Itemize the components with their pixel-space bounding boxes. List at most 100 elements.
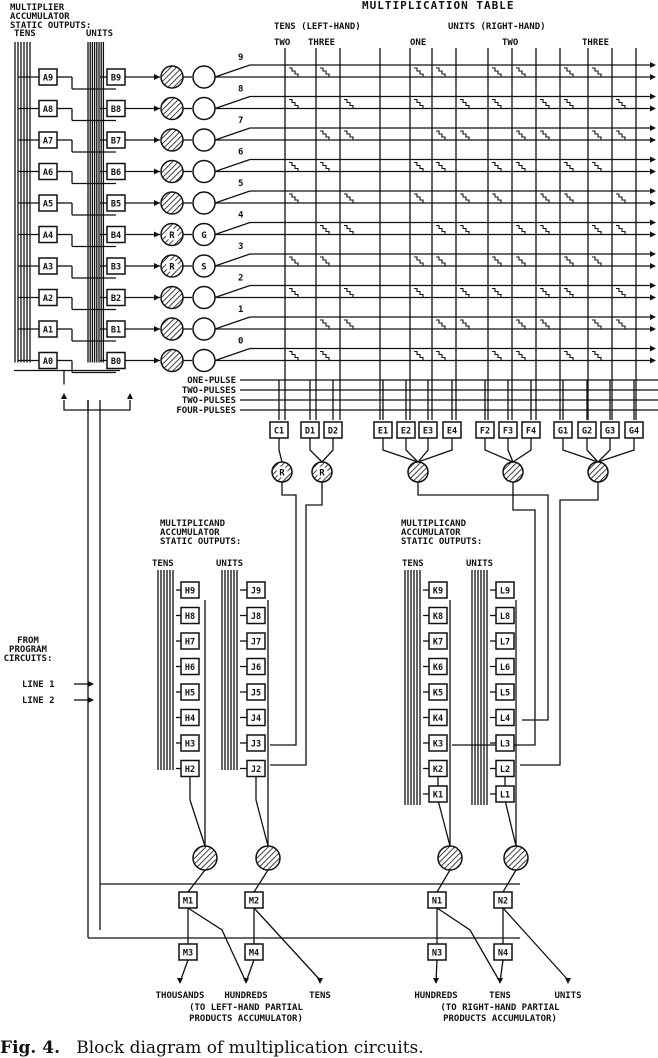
multiplier-gate-A0: A0	[38, 351, 58, 370]
left-output-0: THOUSANDS	[156, 991, 205, 1001]
mixer-circle-0-shape	[160, 348, 184, 373]
product-mixer-4-shape	[587, 461, 609, 483]
multiplier-gate-A9-box	[38, 68, 58, 86]
mixer-to-gate	[502, 869, 517, 893]
multiplicand-gate-L2-box	[495, 759, 515, 778]
multiplicand-gate-K2: K2	[428, 759, 448, 778]
mixer-circle-7-shape	[160, 128, 184, 152]
table-step-mark	[436, 67, 446, 77]
multiplier-gate-A2: A2	[38, 288, 58, 307]
multiplier-gate-A3-box	[38, 257, 58, 275]
multiplier-gate-B4-label: B4	[111, 231, 121, 241]
table-step-mark	[616, 319, 626, 329]
multiplicand-gate-H2-label: H2	[185, 765, 195, 775]
table-step-mark	[540, 224, 550, 235]
multiplicand-gate-H5-label: H5	[185, 689, 195, 699]
multiplier-gate-B9-label: B9	[111, 74, 121, 84]
multiplicand-gate-K7-box	[428, 632, 448, 650]
program-line-2: LINE 2	[22, 696, 55, 706]
gate-to-mixer	[507, 438, 514, 463]
multiplicand-gate-K4: K4	[428, 708, 448, 727]
mixer-circle-1	[160, 317, 184, 341]
table-step-mark	[616, 98, 626, 109]
multiplicand-gate-K8: K8	[428, 606, 448, 625]
pulse-gate-G1-box	[553, 421, 573, 439]
product-mixer-1: R	[311, 461, 333, 483]
multiplier-gate-A0-box	[38, 351, 58, 370]
table-row-arrow	[650, 200, 656, 206]
multiplier-gate-B8: B8	[106, 99, 126, 118]
table-step-mark	[592, 256, 602, 266]
feed-line	[270, 482, 297, 746]
multiplicand-gate-L3-label: L3	[500, 740, 510, 750]
pulse-gate-E4-box	[442, 421, 462, 439]
table-row-arrow	[650, 251, 656, 257]
gate-to-mixer	[597, 438, 635, 463]
row-digit-8: 8	[238, 85, 243, 95]
table-row-arrow	[650, 74, 656, 80]
multiplicand-gate-K2-label: K2	[433, 765, 443, 775]
table-step-mark	[320, 256, 330, 266]
trigger-circle-9	[192, 65, 216, 89]
multiplicand-gate-H6: H6	[180, 657, 200, 676]
multiplier-gate-B3-box	[106, 257, 126, 275]
table-step-mark	[460, 98, 470, 109]
multiplicand-gate-L6-box	[495, 657, 515, 676]
multiplicand-gate-K6-label: K6	[433, 663, 443, 673]
trigger-circle-8	[192, 96, 216, 121]
multiplier-gate-B2-box	[106, 288, 126, 307]
multiplicand-gate-H2: H2	[180, 759, 200, 778]
table-step-mark	[492, 67, 502, 77]
figure-caption-text: Block diagram of multiplication circuits…	[76, 1038, 424, 1058]
multiplicand-gate-J2: J2	[246, 759, 266, 778]
row-split	[214, 316, 251, 330]
multiplicand-gate-L8-label: L8	[500, 612, 510, 622]
multiplier-gate-B3-label: B3	[111, 263, 121, 273]
pulse-gate-G4-label: G4	[629, 427, 639, 437]
multiplicand-gate-K6: K6	[428, 657, 448, 676]
multiplicand-gate-H6-label: H6	[185, 663, 195, 673]
multiplier-gate-B1-label: B1	[111, 326, 121, 336]
mixer-to-gate	[187, 869, 206, 893]
table-step-mark	[414, 256, 424, 266]
table-step-mark	[436, 350, 446, 361]
multiplier-gate-A3-label: A3	[43, 263, 53, 273]
table-row-arrow	[650, 345, 656, 352]
pulse-gate-G2-box	[577, 421, 597, 439]
multiplicand-gate-K9-box	[428, 581, 448, 599]
figure-number: Fig. 4.	[0, 1038, 60, 1058]
product-mixer-4	[587, 461, 609, 483]
table-step-mark	[516, 161, 526, 172]
table-row-arrow	[650, 294, 656, 301]
row-split	[214, 127, 251, 141]
multiplier-accumulator-title-line: STATIC OUTPUTS:	[10, 21, 91, 31]
gate-arrow	[154, 168, 160, 175]
table-step-mark	[616, 193, 626, 203]
program-line-1: LINE 1	[22, 680, 55, 690]
multiplicand-gate-H7-box	[180, 632, 200, 650]
pulse-label-1: TWO-PULSES	[182, 386, 236, 396]
table-step-mark	[436, 161, 446, 172]
table-row-arrow	[650, 231, 656, 238]
output-mixer-0	[192, 845, 218, 871]
multiplicand-gate-J9-box	[246, 581, 266, 599]
multiplier-gate-A0-label: A0	[43, 357, 53, 367]
multiplicand-title-right-line: MULTIPLICAND	[401, 519, 467, 529]
table-step-mark	[289, 287, 299, 298]
table-step-mark	[414, 193, 424, 203]
row-split	[214, 64, 251, 78]
multiplier-gate-B0-box	[106, 351, 126, 370]
pulse-gate-E1: E1	[373, 421, 393, 439]
multiplicand-gate-K5: K5	[428, 683, 448, 701]
left-output-1: HUNDREDS	[224, 991, 267, 1001]
trigger-circle-3-mark: S	[201, 263, 206, 273]
output-gate-M4-box	[244, 943, 264, 961]
right-one-heading: ONE	[410, 38, 426, 48]
multiplicand-gate-J5-label: J5	[251, 689, 261, 699]
program-arrow	[88, 697, 94, 703]
output-mixer-1	[255, 845, 281, 871]
mixer-circle-2-shape	[160, 285, 184, 310]
pulse-gate-G3: G3	[600, 421, 620, 439]
table-step-mark	[289, 350, 299, 361]
pulse-label-3: FOUR-PULSES	[176, 406, 236, 416]
